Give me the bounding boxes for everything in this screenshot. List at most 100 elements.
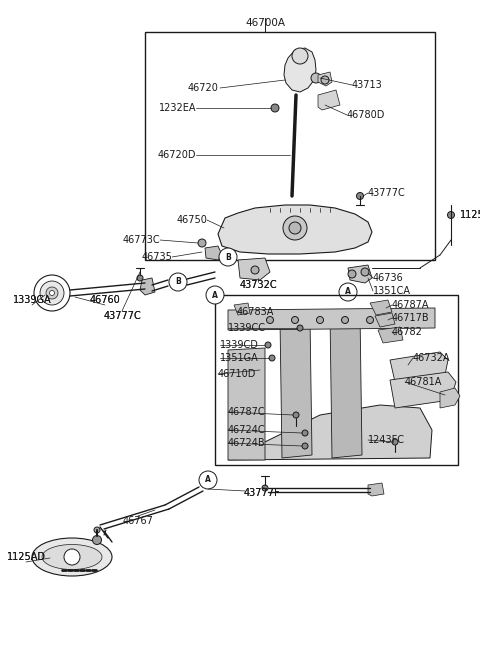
Bar bbox=[215, 295, 458, 465]
Polygon shape bbox=[440, 388, 460, 408]
Text: 43777C: 43777C bbox=[368, 188, 406, 198]
Text: B: B bbox=[225, 253, 231, 262]
Circle shape bbox=[198, 239, 206, 247]
Text: 46736: 46736 bbox=[373, 273, 404, 283]
Circle shape bbox=[40, 281, 64, 305]
Polygon shape bbox=[330, 313, 362, 458]
Circle shape bbox=[199, 471, 217, 489]
Text: 1351CA: 1351CA bbox=[373, 286, 411, 296]
Circle shape bbox=[357, 192, 363, 199]
Circle shape bbox=[339, 283, 357, 301]
Text: A: A bbox=[205, 476, 211, 485]
Polygon shape bbox=[280, 318, 312, 458]
Text: 43777F: 43777F bbox=[244, 488, 280, 498]
Circle shape bbox=[271, 104, 279, 112]
Text: 46735: 46735 bbox=[141, 252, 172, 262]
Text: A: A bbox=[345, 287, 351, 297]
Circle shape bbox=[64, 549, 80, 565]
Text: 46720D: 46720D bbox=[157, 150, 196, 160]
Polygon shape bbox=[375, 313, 395, 327]
Text: 43777F: 43777F bbox=[244, 488, 280, 498]
Circle shape bbox=[34, 275, 70, 311]
Circle shape bbox=[93, 535, 101, 544]
Text: 1339CD: 1339CD bbox=[220, 340, 259, 350]
Circle shape bbox=[321, 76, 329, 84]
Ellipse shape bbox=[32, 538, 112, 576]
Polygon shape bbox=[378, 327, 403, 343]
Polygon shape bbox=[284, 48, 316, 92]
Polygon shape bbox=[370, 300, 392, 315]
Bar bbox=[145, 32, 435, 260]
Text: 46724B: 46724B bbox=[228, 438, 265, 448]
Circle shape bbox=[316, 316, 324, 323]
Text: 46760: 46760 bbox=[90, 295, 120, 305]
Circle shape bbox=[302, 443, 308, 449]
Text: 46720: 46720 bbox=[187, 83, 218, 93]
Circle shape bbox=[348, 270, 356, 278]
Text: 43777C: 43777C bbox=[103, 311, 141, 321]
Circle shape bbox=[262, 485, 268, 491]
Circle shape bbox=[94, 527, 100, 533]
Circle shape bbox=[46, 287, 58, 299]
Text: 46787C: 46787C bbox=[228, 407, 265, 417]
Polygon shape bbox=[228, 308, 435, 330]
Text: 46717B: 46717B bbox=[392, 313, 430, 323]
Text: 46783A: 46783A bbox=[237, 307, 275, 317]
Circle shape bbox=[293, 412, 299, 418]
Text: A: A bbox=[212, 291, 218, 300]
Text: 1232EA: 1232EA bbox=[158, 103, 196, 113]
Circle shape bbox=[265, 342, 271, 348]
Circle shape bbox=[289, 222, 301, 234]
Circle shape bbox=[251, 266, 259, 274]
Polygon shape bbox=[348, 265, 372, 283]
Text: 43732C: 43732C bbox=[239, 280, 277, 290]
Text: 46787A: 46787A bbox=[392, 300, 430, 310]
Polygon shape bbox=[228, 348, 265, 460]
Circle shape bbox=[206, 286, 224, 304]
Text: 1125DE: 1125DE bbox=[460, 210, 480, 220]
Text: 1339GA: 1339GA bbox=[12, 295, 51, 305]
Text: 46773C: 46773C bbox=[122, 235, 160, 245]
Polygon shape bbox=[228, 405, 432, 460]
Text: 46732A: 46732A bbox=[413, 353, 451, 363]
Text: 46750: 46750 bbox=[176, 215, 207, 225]
Text: 46780D: 46780D bbox=[347, 110, 385, 120]
Ellipse shape bbox=[42, 544, 102, 569]
Circle shape bbox=[361, 268, 369, 276]
Polygon shape bbox=[318, 90, 340, 110]
Circle shape bbox=[311, 73, 321, 83]
Text: 1351GA: 1351GA bbox=[220, 353, 259, 363]
Circle shape bbox=[341, 316, 348, 323]
Circle shape bbox=[302, 430, 308, 436]
Circle shape bbox=[266, 316, 274, 323]
Text: 43732C: 43732C bbox=[239, 280, 277, 290]
Text: 46767: 46767 bbox=[122, 516, 154, 526]
Polygon shape bbox=[368, 483, 384, 496]
Polygon shape bbox=[390, 372, 456, 408]
Circle shape bbox=[367, 316, 373, 323]
Circle shape bbox=[447, 211, 455, 218]
Text: 46760: 46760 bbox=[90, 295, 120, 305]
Text: 43713: 43713 bbox=[352, 80, 383, 90]
Polygon shape bbox=[318, 72, 332, 86]
Circle shape bbox=[292, 48, 308, 64]
Circle shape bbox=[291, 316, 299, 323]
Text: 1243FC: 1243FC bbox=[368, 435, 405, 445]
Polygon shape bbox=[238, 258, 270, 280]
Polygon shape bbox=[140, 278, 155, 295]
Text: 46781A: 46781A bbox=[405, 377, 443, 387]
Polygon shape bbox=[390, 352, 448, 382]
Text: 1125AD: 1125AD bbox=[7, 552, 46, 562]
Text: 1339CC: 1339CC bbox=[228, 323, 266, 333]
Text: 46710D: 46710D bbox=[218, 369, 256, 379]
Text: 46724C: 46724C bbox=[228, 425, 265, 435]
Text: 1339GA: 1339GA bbox=[12, 295, 51, 305]
Circle shape bbox=[49, 291, 55, 295]
Circle shape bbox=[392, 439, 398, 445]
Polygon shape bbox=[205, 246, 222, 260]
Text: B: B bbox=[175, 277, 181, 287]
Polygon shape bbox=[218, 205, 372, 254]
Text: 43777C: 43777C bbox=[103, 311, 141, 321]
Circle shape bbox=[269, 355, 275, 361]
Circle shape bbox=[137, 275, 143, 281]
